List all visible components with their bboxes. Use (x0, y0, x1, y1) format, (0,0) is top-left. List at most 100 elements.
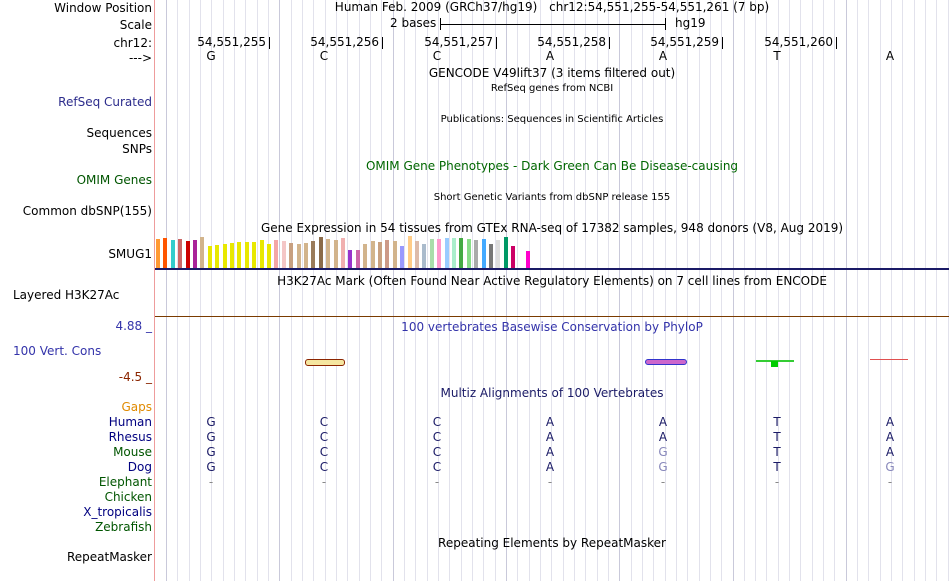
gtex-tissue-bar[interactable] (422, 244, 427, 268)
track-multiz-title[interactable]: Multiz Alignments of 100 Vertebrates (440, 386, 664, 400)
alignment-base: - (774, 475, 780, 489)
label-refseq[interactable]: RefSeq Curated (58, 95, 152, 109)
gtex-tissue-bar[interactable] (444, 238, 449, 268)
species-label-x_tropicalis[interactable]: X_tropicalis (83, 505, 152, 519)
gtex-tissue-bar[interactable] (237, 242, 242, 268)
gtex-tissue-bar[interactable] (215, 245, 220, 268)
species-label-mouse[interactable]: Mouse (113, 445, 152, 459)
gtex-tissue-bar[interactable] (392, 241, 397, 268)
label-snps[interactable]: SNPs (122, 142, 152, 156)
ruler-position-label: 54,551,259 (650, 35, 719, 49)
label-repeatmasker[interactable]: RepeatMasker (66, 550, 152, 564)
gtex-tissue-bar[interactable] (178, 239, 183, 268)
gtex-tissue-bar[interactable] (489, 244, 493, 268)
track-dbsnp-title[interactable]: Short Genetic Variants from dbSNP releas… (433, 192, 671, 203)
ruler-tick (609, 37, 610, 49)
track-refseq-title[interactable]: RefSeq genes from NCBI (490, 83, 614, 94)
species-label-elephant[interactable]: Elephant (98, 475, 152, 489)
gtex-tissue-bar[interactable] (296, 244, 301, 268)
species-label-chicken[interactable]: Chicken (104, 490, 152, 504)
gtex-tissue-bar[interactable] (378, 242, 382, 268)
label-sequences[interactable]: Sequences (86, 126, 152, 140)
gtex-tissue-bar[interactable] (318, 237, 323, 268)
grid-line (834, 0, 835, 581)
track-repeatmasker-title[interactable]: Repeating Elements by RepeatMasker (438, 536, 666, 550)
gtex-tissue-bar[interactable] (281, 241, 286, 268)
grid-line (597, 0, 598, 581)
ruler-tick (382, 37, 383, 49)
grid-line (800, 0, 801, 581)
label-scale: Scale (119, 18, 152, 32)
gtex-tissue-bar[interactable] (207, 246, 212, 268)
track-publications-title[interactable]: Publications: Sequences in Scientific Ar… (440, 114, 664, 125)
gtex-tissue-bar[interactable] (259, 240, 264, 268)
gtex-tissue-bar[interactable] (156, 239, 160, 268)
alignment-base: A (545, 415, 555, 429)
track-h3k27ac-title[interactable]: H3K27Ac Mark (Often Found Near Active Re… (277, 274, 827, 288)
gtex-tissue-bar[interactable] (311, 241, 316, 268)
assembly-name: Human Feb. 2009 (GRCh37/hg19) (334, 0, 538, 14)
gtex-tissue-bar[interactable] (452, 238, 456, 268)
gtex-tissue-bar[interactable] (267, 244, 271, 268)
gtex-tissue-bar[interactable] (200, 237, 205, 268)
gtex-tissue-bar[interactable] (326, 239, 331, 268)
gtex-tissue-bar[interactable] (437, 239, 442, 268)
label-omim-genes[interactable]: OMIM Genes (76, 173, 152, 187)
gtex-tissue-bar[interactable] (518, 246, 523, 268)
gtex-tissue-bar[interactable] (274, 240, 279, 268)
track-gencode-title[interactable]: GENCODE V49lift37 (3 items filtered out) (428, 66, 676, 80)
gtex-tissue-bar[interactable] (304, 243, 308, 268)
gtex-tissue-bar[interactable] (481, 239, 486, 268)
gtex-tissue-bar[interactable] (526, 251, 530, 268)
label-100-vert-cons[interactable]: 100 Vert. Cons (13, 344, 102, 358)
gtex-tissue-bar[interactable] (289, 243, 294, 268)
track-gtex-title[interactable]: Gene Expression in 54 tissues from GTEx … (260, 221, 844, 235)
gtex-tissue-bar[interactable] (341, 238, 345, 268)
species-label-human[interactable]: Human (108, 415, 152, 429)
species-label-zebrafish[interactable]: Zebrafish (95, 520, 152, 534)
gtex-tissue-bar[interactable] (185, 241, 190, 268)
gtex-tissue-bar[interactable] (511, 246, 516, 268)
species-label-dog[interactable]: Dog (127, 460, 152, 474)
gtex-tissue-bar[interactable] (459, 238, 464, 268)
species-label-rhesus[interactable]: Rhesus (108, 430, 152, 444)
gtex-tissue-bar[interactable] (385, 240, 390, 268)
gtex-tissue-bar[interactable] (163, 238, 168, 268)
gtex-tissue-bar[interactable] (370, 241, 375, 268)
label-smug1[interactable]: SMUG1 (108, 247, 152, 261)
grid-line (891, 0, 892, 581)
gtex-tissue-bar[interactable] (429, 239, 434, 268)
track-omim-title[interactable]: OMIM Gene Phenotypes - Dark Green Can Be… (365, 159, 739, 173)
gtex-tissue-bar[interactable] (222, 244, 227, 268)
label-common-dbsnp[interactable]: Common dbSNP(155) (22, 204, 152, 218)
grid-line (687, 0, 688, 581)
alignment-base: A (545, 460, 555, 474)
phylop-mark-c (305, 359, 345, 366)
gtex-tissue-bar[interactable] (407, 236, 412, 268)
gtex-tissue-bar[interactable] (496, 240, 501, 268)
alignment-base: C (432, 445, 442, 459)
gtex-tissue-bar[interactable] (252, 242, 257, 268)
gtex-tissue-bar[interactable] (400, 246, 405, 268)
gtex-tissue-bar[interactable] (348, 250, 353, 268)
gtex-tissue-bar[interactable] (333, 240, 338, 268)
gtex-tissue-bar[interactable] (466, 239, 471, 268)
gtex-tissue-bar[interactable] (474, 240, 479, 268)
grid-line (279, 0, 280, 581)
gtex-tissue-bar[interactable] (363, 244, 368, 268)
gtex-tissue-bar[interactable] (193, 240, 197, 268)
grid-line (313, 0, 314, 581)
track-phylop-title[interactable]: 100 vertebrates Basewise Conservation by… (401, 320, 703, 334)
scale-db: hg19 (675, 16, 706, 30)
grid-line (778, 0, 779, 581)
label-layered-h3k27ac[interactable]: Layered H3K27Ac (13, 288, 120, 302)
gtex-tissue-bar[interactable] (355, 250, 360, 268)
gtex-tissue-bar[interactable] (244, 242, 249, 268)
alignment-base: G (658, 445, 668, 459)
gtex-tissue-bar[interactable] (170, 240, 175, 268)
gtex-tissue-bar[interactable] (503, 237, 508, 268)
gtex-tissue-bar[interactable] (415, 241, 419, 268)
grid-line (766, 0, 767, 581)
label-strand[interactable]: ---> (128, 51, 152, 65)
gtex-tissue-bar[interactable] (230, 243, 234, 268)
